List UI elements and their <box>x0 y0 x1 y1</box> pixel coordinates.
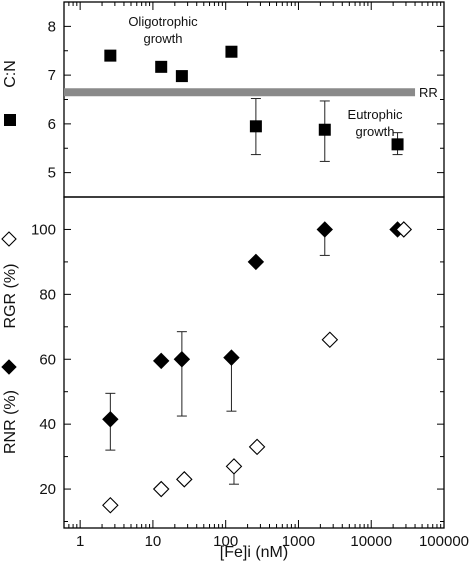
rgr-point <box>395 221 413 238</box>
annotation-oligotrophic: Oligotrophic <box>128 14 198 29</box>
y-tick-label-top: 5 <box>48 165 56 182</box>
y-axis-title-rgr: RGR (%) <box>2 264 19 329</box>
reference-line-label: RR <box>419 85 438 100</box>
rgr-point <box>248 438 266 456</box>
rnr-point <box>102 411 119 428</box>
cn-point <box>391 138 404 151</box>
y-tick-label-bottom: 80 <box>39 286 56 303</box>
cn-point <box>104 49 117 62</box>
cn-point <box>175 70 188 83</box>
cn-point <box>249 120 262 133</box>
rgr-point <box>152 480 170 498</box>
y-tick-label-bottom: 40 <box>39 416 56 433</box>
x-axis-title: [Fe]i (nM) <box>220 544 288 561</box>
top-panel-frame <box>63 1 445 198</box>
x-tick-label: 100 <box>213 533 238 550</box>
y-tick-label-top: 7 <box>48 67 56 84</box>
error-bars <box>105 98 403 485</box>
data-markers <box>1 45 413 514</box>
x-tick-label: 10000 <box>350 533 392 550</box>
rgr-point <box>176 471 193 488</box>
legend-filled-diamond-icon <box>1 359 17 375</box>
rgr-point <box>321 331 339 349</box>
rgr-point <box>225 458 243 475</box>
legend-open-diamond-icon <box>1 231 17 247</box>
rnr-point <box>173 351 191 368</box>
cn-point <box>225 45 238 58</box>
annotation-eutrophic: Eutrophic <box>348 107 403 122</box>
rgr-point <box>102 497 119 514</box>
rnr-point <box>223 349 240 366</box>
rnr-point <box>316 221 333 238</box>
rnr-point <box>247 253 265 271</box>
chart-text: 5 6 7 8 20 40 60 80 100 1 10 100 1000 10000 100000 RR Ol… <box>2 14 469 561</box>
annotation-eutrophic-2: growth <box>355 124 394 139</box>
x-tick-label: 100000 <box>419 533 469 550</box>
y-tick-label-top: 6 <box>48 116 56 133</box>
y-tick-label-bottom: 60 <box>39 351 56 368</box>
y-tick-label-bottom: 20 <box>39 481 56 498</box>
rnr-point <box>152 352 170 370</box>
plot-frames <box>63 1 445 529</box>
y-tick-label-top: 8 <box>48 18 56 35</box>
x-tick-label: 1000 <box>282 533 315 550</box>
y-axis-title-rnr: RNR (%) <box>2 390 19 454</box>
legend-square-icon <box>4 114 16 126</box>
y-axis-title-top: C:N <box>2 60 19 88</box>
cn-point <box>318 123 331 136</box>
y-tick-label-bottom: 100 <box>31 221 56 238</box>
annotation-oligotrophic-2: growth <box>143 31 182 46</box>
x-tick-label: 10 <box>145 533 162 550</box>
x-tick-label: 1 <box>76 533 84 550</box>
cn-point <box>155 60 168 73</box>
bottom-panel-frame <box>63 196 445 529</box>
